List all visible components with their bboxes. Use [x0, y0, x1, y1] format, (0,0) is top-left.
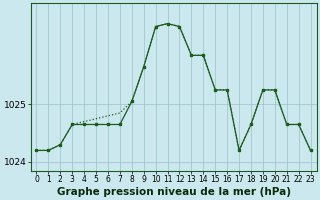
X-axis label: Graphe pression niveau de la mer (hPa): Graphe pression niveau de la mer (hPa) [57, 187, 291, 197]
